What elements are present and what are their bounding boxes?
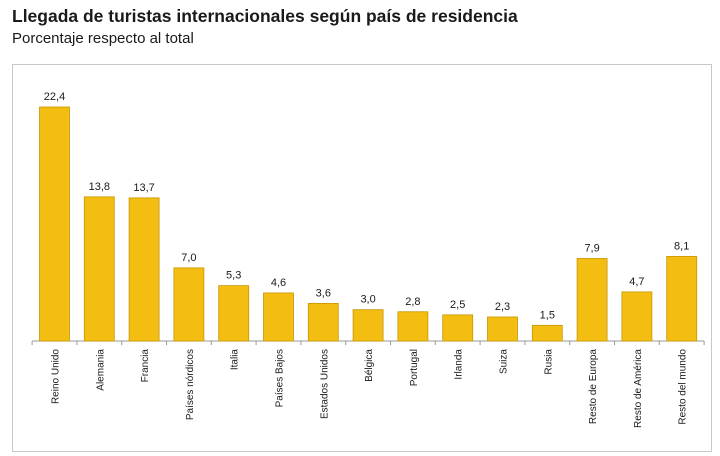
bar	[174, 268, 204, 341]
bar-value-label: 13,8	[89, 181, 110, 193]
bar-value-label: 7,0	[181, 252, 196, 264]
bar	[577, 258, 607, 341]
x-tick-label: Estados Unidos	[319, 349, 330, 419]
bar-value-label: 2,5	[450, 299, 465, 311]
bar	[622, 292, 652, 341]
x-tick-label: Francia	[140, 349, 151, 383]
x-tick-label: Portugal	[409, 349, 420, 386]
bar	[129, 198, 159, 341]
bar-value-label: 4,6	[271, 277, 286, 289]
x-tick-label: Resto del mundo	[678, 349, 689, 425]
bar	[398, 312, 428, 341]
x-tick-label: Italia	[230, 349, 241, 371]
bar-value-label: 22,4	[44, 91, 65, 103]
bar-chart-plot: 22,4 Reino Unido 13,8 Alemania 13,7 Francia 7,…	[0, 0, 720, 456]
bar-value-label: 3,6	[316, 287, 331, 299]
x-tick-label: Suiza	[499, 349, 510, 374]
bar	[308, 303, 338, 341]
bar	[84, 197, 114, 341]
bar	[667, 256, 697, 341]
bar	[219, 286, 249, 341]
bar-value-label: 2,8	[405, 296, 420, 308]
bar-value-label: 5,3	[226, 270, 241, 282]
x-tick-label: Resto de América	[633, 349, 644, 428]
bar-value-label: 4,7	[629, 276, 644, 288]
bar-value-label: 7,9	[584, 242, 599, 254]
bar-value-label: 1,5	[540, 309, 555, 321]
bar-value-label: 2,3	[495, 301, 510, 313]
x-tick-label: Alemania	[95, 349, 106, 391]
bar	[443, 315, 473, 341]
x-tick-label: Irlanda	[454, 349, 465, 380]
bar	[353, 310, 383, 341]
bar	[488, 317, 518, 341]
x-tick-label: Bélgica	[364, 349, 375, 382]
x-tick-label: Reino Unido	[51, 349, 62, 404]
bar	[40, 107, 70, 341]
bar-value-label: 3,0	[360, 294, 375, 306]
x-tick-label: Rusia	[543, 349, 554, 375]
x-tick-label: Países Bajos	[275, 349, 286, 407]
x-tick-label: Países nórdicos	[185, 349, 196, 420]
x-tick-label: Resto de Europa	[588, 349, 599, 424]
bar	[264, 293, 294, 341]
bar-value-label: 8,1	[674, 240, 689, 252]
bar-value-label: 13,7	[133, 182, 154, 194]
chart: Llegada de turistas internacionales segú…	[0, 0, 720, 456]
bar	[532, 325, 562, 341]
